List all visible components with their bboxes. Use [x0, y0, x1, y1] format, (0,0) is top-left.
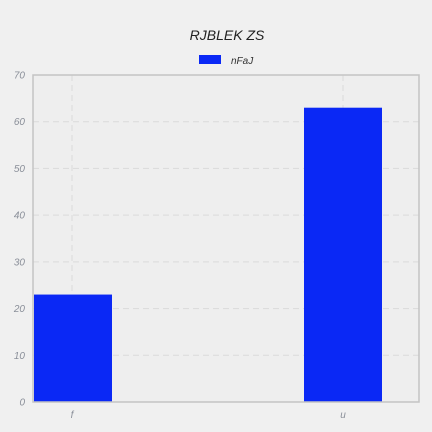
bar-u [304, 107, 382, 402]
y-tick-label: 60 [14, 117, 26, 128]
y-tick-label: 70 [14, 71, 26, 82]
y-tick-label: 30 [14, 257, 26, 268]
legend-swatch [199, 55, 221, 64]
x-tick-label: f [71, 410, 75, 421]
chart-title: RJBLEK ZS [190, 27, 265, 43]
x-tick-label: u [340, 410, 346, 421]
y-tick-label: 0 [19, 398, 25, 409]
bar-f [34, 294, 112, 402]
y-tick-label: 10 [14, 351, 26, 362]
y-tick-label: 40 [14, 211, 26, 222]
legend: nFaJ [199, 55, 254, 67]
plot-frame [32, 74, 420, 403]
legend-label: nFaJ [231, 56, 254, 67]
y-tick-label: 50 [14, 164, 26, 175]
y-tick-label: 20 [13, 304, 26, 315]
y-axis: 0 10 20 30 40 50 60 70 [13, 71, 26, 409]
bars [34, 107, 382, 402]
